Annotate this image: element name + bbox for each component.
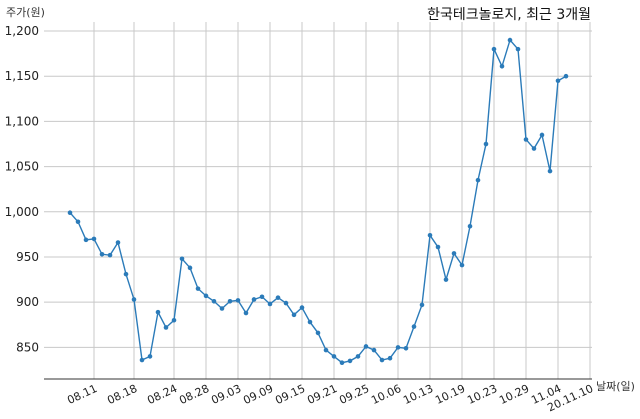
data-point [483, 141, 489, 147]
y-ticks: 850 900 950 1,000 1,050 1,100 1,150 1,200 [5, 24, 39, 354]
data-point [507, 37, 513, 43]
data-point [427, 232, 433, 238]
x-tick-label: 10.06 [369, 382, 403, 407]
y-axis-label: 주가(원) [6, 6, 45, 19]
data-point [491, 46, 497, 52]
data-point [451, 251, 457, 256]
data-point [547, 168, 553, 174]
data-point [67, 210, 73, 216]
x-tick-label: 10.13 [401, 382, 435, 407]
data-point [563, 73, 569, 79]
x-tick-label: 09.25 [337, 382, 371, 407]
data-point [163, 325, 169, 330]
data-point [267, 301, 273, 307]
data-point [331, 354, 337, 359]
data-point [179, 256, 185, 262]
x-tick-label: 09.21 [305, 382, 339, 407]
data-point [251, 297, 257, 302]
data-point [555, 78, 561, 84]
x-tick-label: 08.28 [177, 382, 211, 407]
data-point [387, 355, 393, 361]
data-point [467, 223, 473, 229]
x-tick-label: 10.19 [433, 382, 467, 407]
data-point [475, 177, 481, 183]
data-point [435, 244, 441, 250]
data-point [107, 252, 113, 258]
data-point [523, 137, 529, 142]
data-point [211, 298, 217, 304]
data-point [499, 63, 505, 69]
data-point [363, 344, 369, 349]
data-point [115, 240, 121, 245]
data-point [195, 286, 201, 291]
data-point [123, 271, 129, 277]
data-point [515, 46, 521, 52]
grid [44, 22, 592, 379]
x-tick-label: 08.24 [145, 382, 179, 407]
data-point [131, 297, 137, 302]
y-tick-label: 1,150 [5, 69, 39, 83]
data-point [75, 219, 81, 225]
data-point [275, 295, 281, 300]
y-tick-label: 1,050 [5, 160, 39, 174]
data-point [339, 360, 345, 366]
x-tick-label: 10.29 [497, 382, 531, 407]
data-point [355, 354, 361, 359]
price-line [69, 38, 567, 364]
data-point [227, 298, 233, 304]
series-layer [67, 37, 569, 366]
y-tick-label: 1,200 [5, 24, 39, 38]
data-point [307, 319, 313, 325]
x-tick-label: 10.23 [465, 382, 499, 407]
data-point [219, 306, 225, 311]
data-point [323, 347, 329, 353]
data-point [83, 237, 89, 243]
data-point [203, 293, 209, 299]
data-point [531, 146, 537, 151]
x-tick-label: 09.15 [273, 382, 307, 407]
data-point [147, 354, 153, 359]
y-tick-label: 1,100 [5, 114, 39, 128]
data-point [243, 310, 249, 316]
y-tick-label: 950 [16, 250, 39, 264]
data-point [403, 345, 409, 351]
data-point [443, 277, 449, 282]
data-point [299, 305, 305, 310]
data-point [155, 309, 161, 315]
data-point [459, 262, 465, 268]
data-point [395, 345, 401, 350]
data-point [187, 265, 193, 271]
data-point [411, 324, 417, 329]
data-point [379, 357, 385, 363]
x-axis-label: 날짜(일) [596, 379, 635, 393]
data-point [171, 317, 177, 323]
x-tick-label: 08.11 [65, 382, 99, 407]
data-point [371, 347, 377, 353]
data-point [315, 330, 321, 336]
y-tick-label: 850 [16, 340, 39, 354]
data-point [99, 251, 105, 257]
x-tick-label: 09.09 [241, 382, 275, 407]
x-tick-label: 09.03 [209, 382, 243, 407]
data-point [539, 132, 545, 138]
data-point [283, 300, 289, 306]
chart-title: 한국테크놀로지, 최근 3개월 [427, 7, 591, 23]
x-tick-label: 08.18 [105, 382, 139, 407]
data-point [235, 298, 241, 303]
data-point [419, 302, 425, 308]
data-point [259, 294, 265, 300]
data-point [347, 358, 353, 364]
y-tick-label: 900 [16, 295, 39, 309]
y-tick-label: 1,000 [5, 205, 39, 219]
data-point [291, 312, 297, 318]
data-point [91, 236, 97, 242]
data-point [139, 357, 145, 363]
x-ticks: 08.11 08.18 08.2408.2809.0309.0909.1509.21… [65, 382, 595, 414]
